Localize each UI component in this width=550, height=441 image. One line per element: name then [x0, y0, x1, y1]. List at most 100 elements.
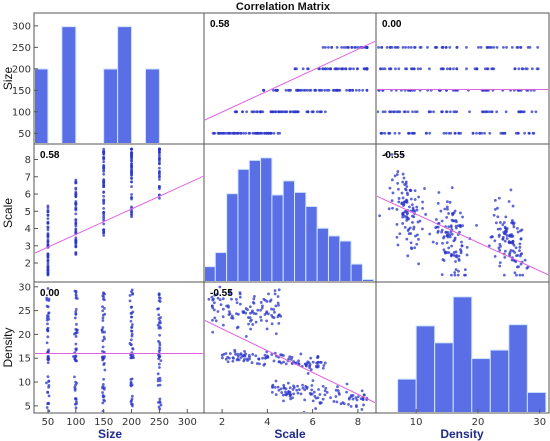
scatter-point	[288, 110, 292, 114]
scatter-point	[445, 200, 449, 204]
x-tick-label: 150	[94, 417, 113, 428]
scatter-point	[74, 294, 78, 298]
scatter-point	[284, 390, 287, 394]
scatter-point	[158, 187, 161, 191]
x-tick-label: 2	[219, 417, 225, 428]
scatter-point	[213, 316, 217, 320]
scatter-point	[440, 273, 444, 276]
scatter-point	[460, 240, 463, 244]
scatter-point	[46, 270, 50, 274]
scatter-point	[251, 301, 255, 304]
scatter-point	[396, 45, 400, 49]
scatter-point	[321, 397, 325, 401]
scatter-point	[259, 315, 263, 319]
x-tick-label: 100	[66, 417, 85, 428]
scatter-point	[232, 356, 235, 360]
scatter-point	[246, 316, 250, 319]
chart-title: Correlation Matrix	[236, 1, 331, 13]
scatter-point	[279, 361, 283, 365]
scatter-point	[262, 88, 266, 92]
scatter-point	[280, 110, 284, 114]
scatter-point	[282, 399, 285, 403]
scatter-point	[404, 67, 407, 71]
y-variable-label: Density	[1, 327, 15, 367]
scatter-point	[101, 401, 105, 405]
scatter-point	[530, 67, 534, 71]
scatter-point	[244, 352, 248, 356]
scatter-point	[158, 162, 161, 165]
scatter-point	[520, 67, 524, 71]
scatter-point	[323, 393, 327, 397]
scatter-point	[278, 110, 281, 114]
scatter-point	[101, 305, 104, 309]
scatter-point	[74, 347, 78, 351]
scatter-point	[365, 45, 369, 49]
scatter-point	[508, 233, 512, 237]
x-tick-label: 4	[264, 417, 270, 428]
scatter-point	[312, 390, 316, 394]
scatter-point	[309, 356, 313, 360]
scatter-point	[250, 110, 254, 114]
scatter-point	[252, 297, 256, 301]
scatter-point	[282, 386, 286, 389]
scatter-point	[340, 67, 343, 71]
scatter-point	[129, 338, 133, 342]
scatter-point	[74, 359, 78, 362]
scatter-point	[310, 384, 314, 387]
scatter-point	[129, 383, 133, 387]
scatter-point	[385, 45, 389, 49]
scatter-point	[129, 353, 133, 357]
scatter-point	[47, 379, 51, 383]
scatter-point	[230, 316, 233, 320]
scatter-point	[158, 348, 162, 352]
scatter-point	[446, 234, 450, 238]
scatter-point	[329, 67, 333, 71]
y-tick-label: 10	[18, 378, 31, 389]
scatter-point	[321, 67, 325, 71]
scatter-point	[434, 226, 438, 230]
scatter-point	[536, 45, 540, 49]
scatter-point	[411, 206, 415, 210]
scatter-point	[453, 273, 457, 277]
scatter-point	[73, 316, 77, 320]
scatter-point	[511, 204, 515, 208]
scatter-point	[47, 354, 50, 358]
scatter-point	[487, 244, 491, 248]
scatter-point	[256, 308, 260, 312]
scatter-point	[313, 88, 317, 92]
scatter-point	[311, 379, 315, 382]
scatter-point	[101, 339, 105, 343]
scatter-point	[130, 147, 133, 151]
scatter-point	[336, 389, 340, 392]
scatter-point	[130, 196, 133, 200]
scatter-point	[444, 131, 448, 135]
scatter-point	[130, 215, 133, 219]
scatter-point	[213, 293, 217, 297]
scatter-point	[313, 394, 317, 398]
scatter-point	[46, 217, 50, 221]
panel-marks	[35, 287, 203, 412]
scatter-point	[396, 243, 400, 247]
scatter-point	[45, 381, 48, 385]
scatter-point	[447, 131, 451, 135]
scatter-point	[381, 110, 385, 114]
scatter-point	[74, 187, 78, 191]
row-variable-labels: Size Scale Density	[1, 67, 15, 368]
histogram-bar	[434, 342, 454, 412]
scatter-point	[74, 245, 78, 249]
scatter-point	[74, 335, 78, 338]
scatter-point	[401, 215, 405, 219]
scatter-point	[238, 291, 242, 295]
scatter-point	[503, 239, 507, 243]
scatter-point	[310, 388, 314, 392]
scatter-point	[309, 88, 313, 92]
scatter-point	[261, 304, 264, 308]
scatter-point	[505, 237, 509, 240]
scatter-point	[308, 366, 312, 369]
scatter-point	[281, 393, 285, 397]
scatter-point	[130, 162, 133, 166]
scatter-point	[259, 308, 262, 312]
scatter-point	[451, 219, 455, 223]
scatter-point	[276, 385, 280, 389]
scatter-point	[274, 379, 278, 383]
